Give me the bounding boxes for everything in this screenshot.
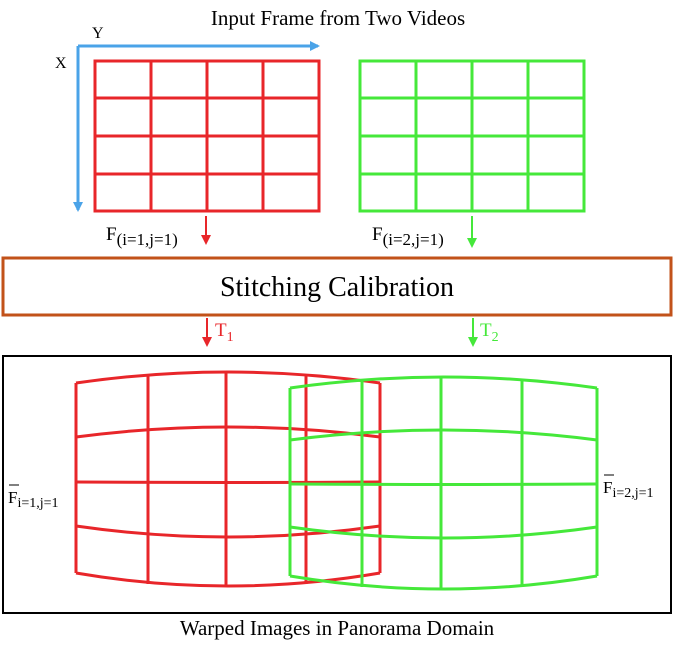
- transform-2-sub: 2: [492, 330, 499, 345]
- transform-1-label: T1: [215, 320, 234, 345]
- warped-1-sub: i=1,j=1: [17, 496, 58, 511]
- warped-1-label: Fi=1,j=1: [8, 488, 59, 511]
- calibration-box: [1, 256, 673, 317]
- transform-1-sub: 1: [227, 330, 234, 345]
- frame-1-label-sub: (i=1,j=1): [117, 230, 178, 249]
- x-axis-label: X: [55, 55, 67, 72]
- transform-2-main: T: [480, 320, 492, 341]
- warped-1-label-group: Fi=1,j=1: [8, 484, 59, 511]
- top-title: Input Frame from Two Videos: [211, 6, 465, 30]
- warped-2-sub: i=2,j=1: [612, 486, 653, 501]
- input-frame-2-grid: [358, 59, 586, 213]
- input-frame-1-grid: [93, 59, 321, 213]
- warped-2-label: Fi=2,j=1: [603, 478, 654, 501]
- transform-2-label: T2: [480, 320, 499, 345]
- warped-1-main: F: [8, 488, 17, 507]
- frame-1-label: F(i=1,j=1): [106, 224, 178, 249]
- warped-2-main: F: [603, 478, 612, 497]
- warped-2-label-group: Fi=2,j=1: [603, 474, 654, 501]
- frame-1-label-main: F: [106, 224, 117, 245]
- transform-1-main: T: [215, 320, 227, 341]
- y-axis-label: Y: [92, 25, 104, 42]
- calibration-label: Stitching Calibration: [220, 272, 454, 303]
- frame-2-label-sub: (i=2,j=1): [383, 230, 444, 249]
- warped-frame-2-grid: [288, 375, 599, 591]
- warped-frame-1-grid: [74, 370, 382, 588]
- bottom-title: Warped Images in Panorama Domain: [180, 616, 495, 640]
- frame-2-label: F(i=2,j=1): [372, 224, 444, 249]
- frame-2-label-main: F: [372, 224, 383, 245]
- axis-group: Y X: [55, 25, 320, 212]
